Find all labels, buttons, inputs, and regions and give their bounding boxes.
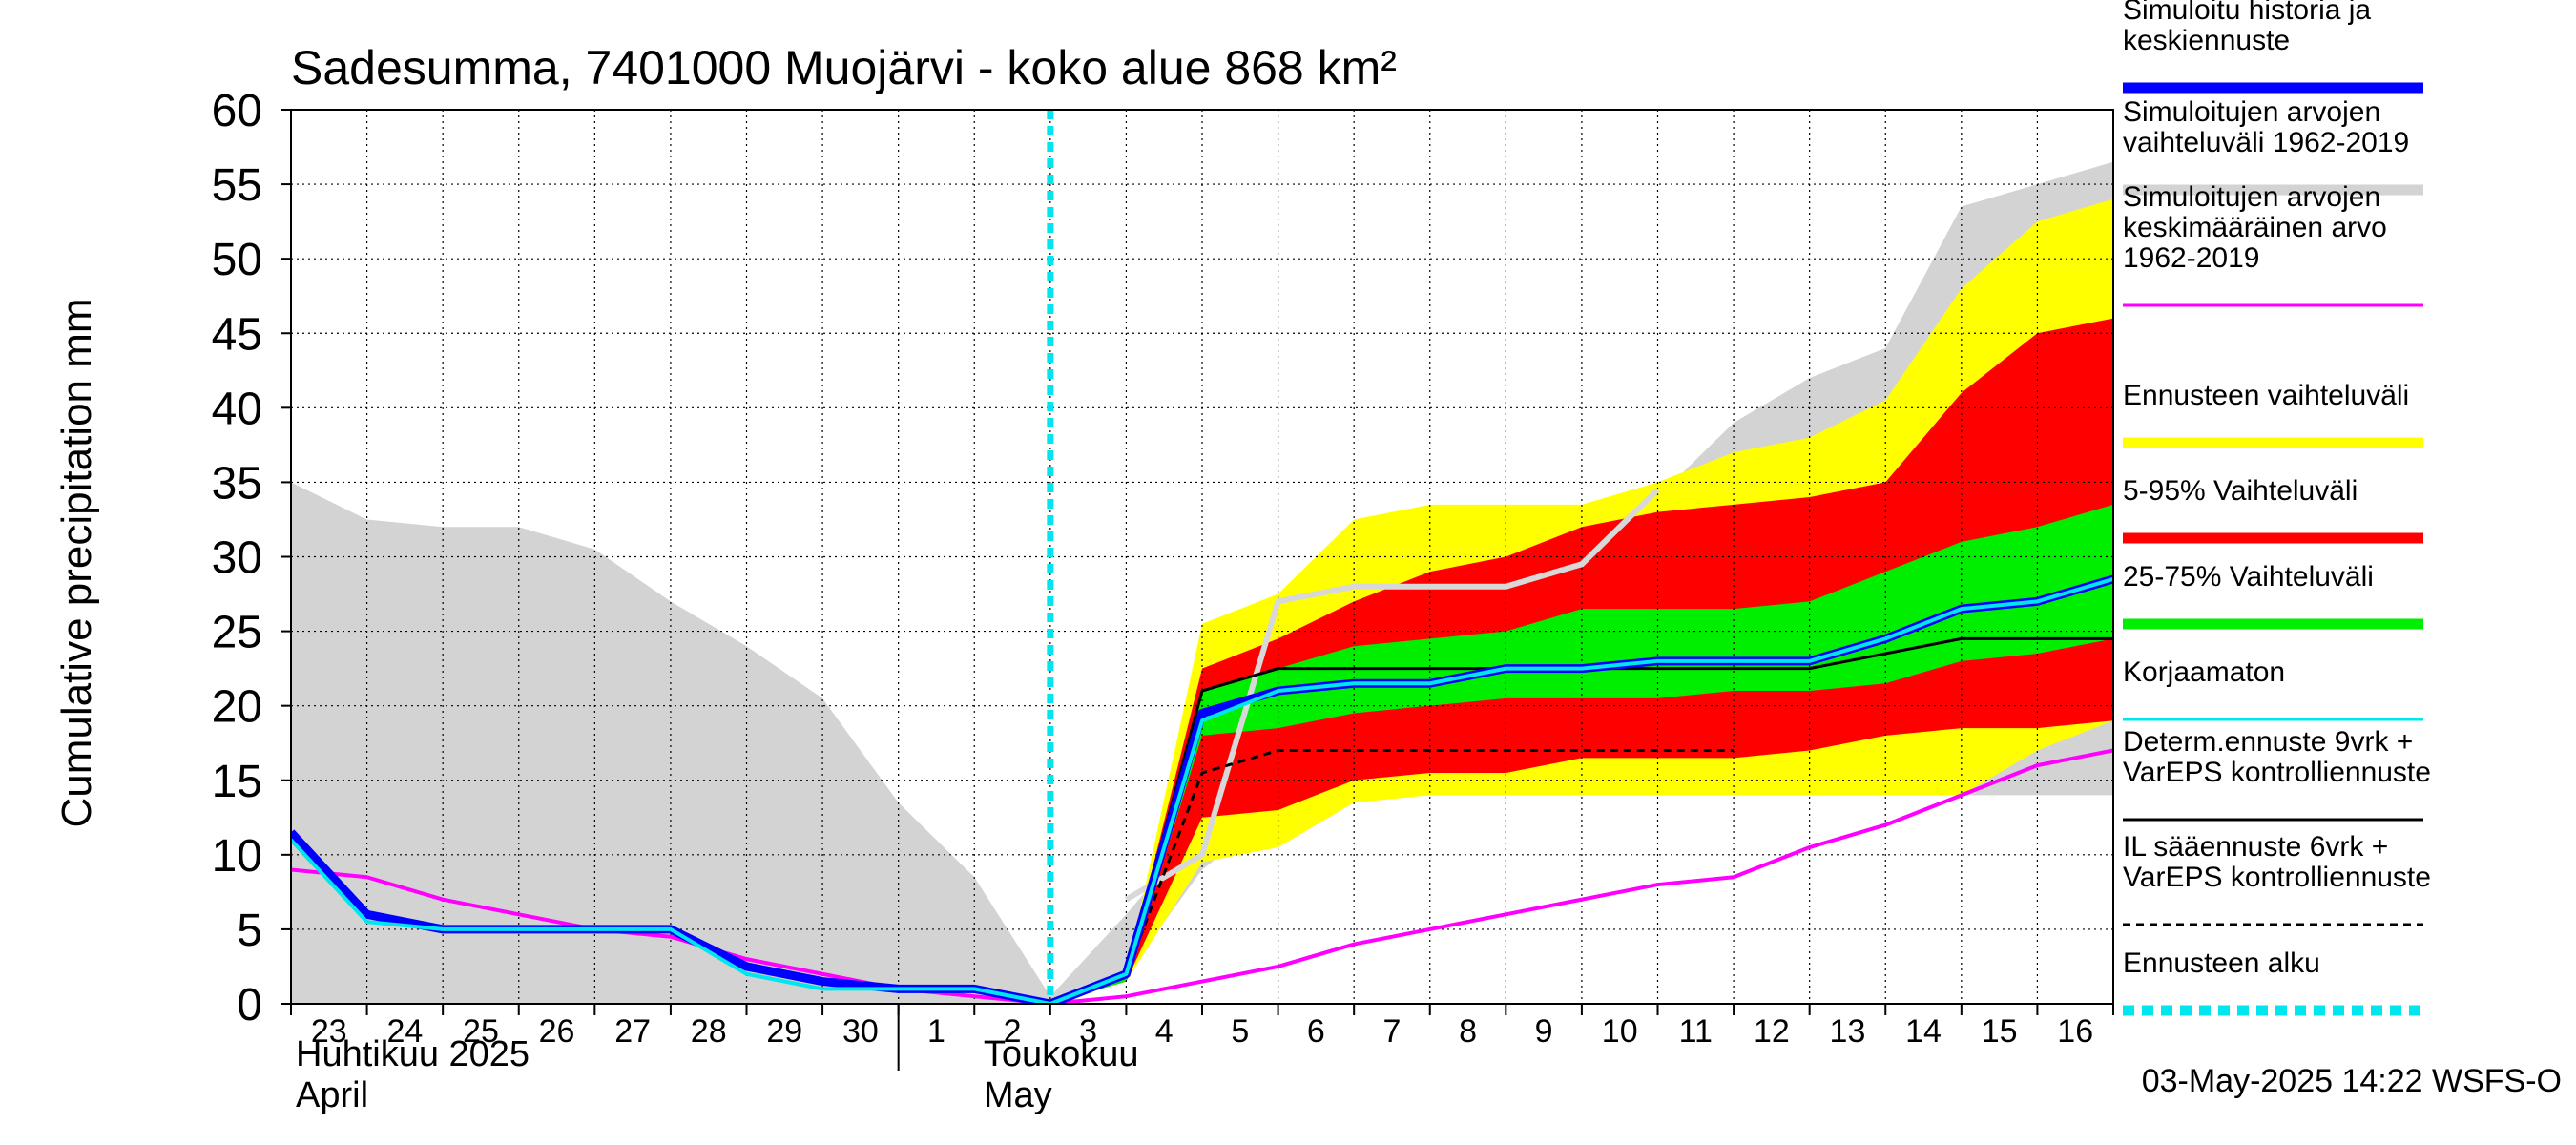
x-tick-label-0: 23: [311, 1013, 347, 1050]
y-tick-label-15: 15: [212, 757, 262, 807]
legend-text-0-0: Simuloitu historia ja: [2123, 0, 2371, 26]
y-tick-label-35: 35: [212, 458, 262, 509]
x-tick-label-13: 6: [1307, 1013, 1325, 1050]
legend-text-3-0: Ennusteen vaihteluväli: [2123, 380, 2409, 411]
legend-text-2-2: 1962-2019: [2123, 242, 2259, 274]
legend-text-8-1: VarEPS kontrolliennuste: [2123, 862, 2431, 893]
x-tick-label-19: 12: [1754, 1013, 1790, 1050]
legend-text-7-1: VarEPS kontrolliennuste: [2123, 757, 2431, 788]
month-label-en-1: May: [984, 1075, 1052, 1115]
y-tick-label-45: 45: [212, 309, 262, 360]
x-tick-label-11: 4: [1155, 1013, 1174, 1050]
legend-text-0-1: keskiennuste: [2123, 25, 2290, 56]
x-tick-label-16: 9: [1535, 1013, 1553, 1050]
x-tick-label-9: 2: [1004, 1013, 1022, 1050]
month-label-en-0: April: [296, 1075, 368, 1115]
y-tick-label-0: 0: [237, 980, 262, 1030]
y-tick-label-55: 55: [212, 160, 262, 211]
x-tick-label-7: 30: [842, 1013, 879, 1050]
legend-text-7-0: Determ.ennuste 9vrk +: [2123, 726, 2413, 758]
legend-text-1-0: Simuloitujen arvojen: [2123, 96, 2380, 128]
legend-text-2-0: Simuloitujen arvojen: [2123, 181, 2380, 213]
y-tick-label-20: 20: [212, 682, 262, 733]
x-tick-label-15: 8: [1459, 1013, 1477, 1050]
y-tick-label-10: 10: [212, 831, 262, 882]
legend-text-5-0: 25-75% Vaihteluväli: [2123, 561, 2374, 593]
x-tick-label-4: 27: [614, 1013, 651, 1050]
x-tick-label-1: 24: [386, 1013, 423, 1050]
x-tick-label-18: 11: [1679, 1013, 1713, 1050]
month-label-fi-1: Toukokuu: [984, 1034, 1139, 1074]
legend-text-8-0: IL sääennuste 6vrk +: [2123, 831, 2388, 863]
line-simuloitujen-arvojen-vaihteluv-li-1962-2019-mediaani: [1124, 488, 1660, 903]
y-tick-label-60: 60: [212, 86, 262, 136]
legend-text-9-0: Ennusteen alku: [2123, 947, 2320, 979]
y-tick-label-30: 30: [212, 533, 262, 584]
plot-content: [291, 110, 2113, 1004]
x-tick-label-8: 1: [927, 1013, 945, 1050]
x-tick-label-6: 29: [766, 1013, 802, 1050]
y-tick-label-40: 40: [212, 384, 262, 434]
y-tick-label-50: 50: [212, 235, 262, 285]
x-tick-label-14: 7: [1382, 1013, 1401, 1050]
line-il-s-ennuste-6vrk-vareps-kontrolliennuste: [1049, 749, 1735, 1004]
footer-timestamp: 03-May-2025 14:22 WSFS-O: [2142, 1063, 2562, 1099]
month-label-fi-0: Huhtikuu 2025: [296, 1034, 530, 1074]
x-tick-label-21: 14: [1905, 1013, 1942, 1050]
band-25-75-vaihteluv-li: [1049, 504, 2113, 1004]
legend-text-2-1: keskimääräinen arvo: [2123, 212, 2387, 243]
x-tick-label-17: 10: [1602, 1013, 1638, 1050]
y-tick-label-25: 25: [212, 608, 262, 658]
chart-title: Sadesumma, 7401000 Muojärvi - koko alue …: [291, 41, 1397, 94]
legend-text-6-0: Korjaamaton: [2123, 656, 2285, 688]
y-axis-label: Cumulative precipitation mm: [53, 298, 100, 827]
plot-area: [291, 110, 2113, 1004]
legend-text-1-1: vaihteluväli 1962-2019: [2123, 127, 2409, 158]
x-tick-label-10: 3: [1079, 1013, 1097, 1050]
x-tick-label-12: 5: [1231, 1013, 1249, 1050]
x-tick-label-2: 25: [463, 1013, 499, 1050]
legend-text-4-0: 5-95% Vaihteluväli: [2123, 475, 2358, 507]
x-tick-label-3: 26: [539, 1013, 575, 1050]
line-korjaamaton: [291, 577, 2113, 1004]
x-tick-label-23: 16: [2057, 1013, 2093, 1050]
y-tick-label-5: 5: [237, 906, 262, 956]
x-tick-label-5: 28: [691, 1013, 727, 1050]
x-tick-label-20: 13: [1830, 1013, 1866, 1050]
x-tick-label-22: 15: [1982, 1013, 2018, 1050]
